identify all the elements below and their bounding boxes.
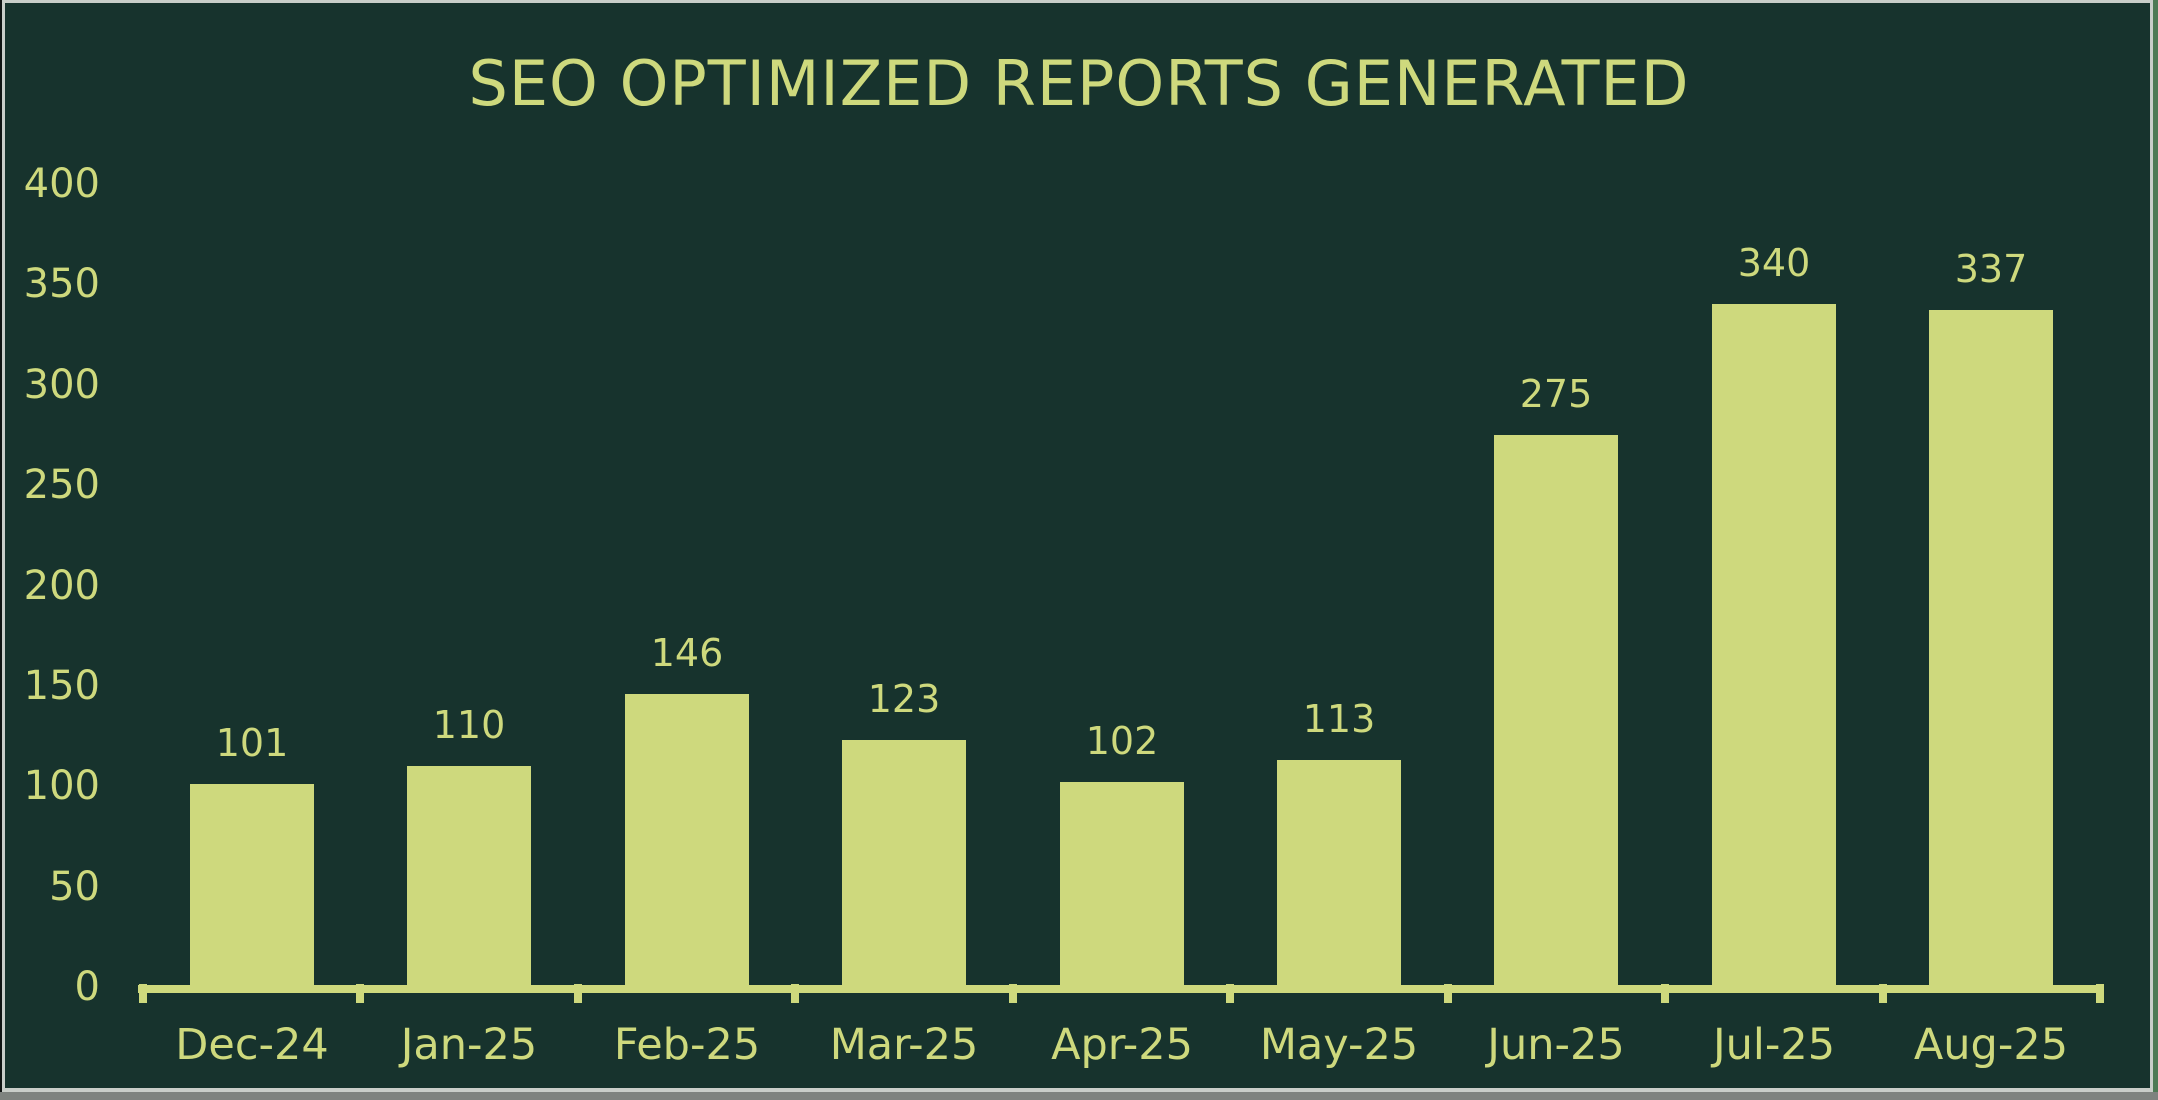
bar-value-label: 113 xyxy=(1302,697,1376,741)
x-axis-tick xyxy=(1226,984,1234,1003)
y-tick-label: 0 xyxy=(74,964,100,1010)
x-axis-tick xyxy=(139,984,147,1003)
bar xyxy=(1060,782,1184,987)
x-tick-label: Mar-25 xyxy=(829,1020,979,1070)
bar xyxy=(1277,760,1401,987)
bar-value-label: 146 xyxy=(650,631,724,675)
y-tick-label: 400 xyxy=(23,161,100,207)
bar xyxy=(407,766,531,987)
x-tick-label: May-25 xyxy=(1259,1020,1419,1070)
x-tick-label: Dec-24 xyxy=(175,1020,329,1070)
left-edge-sliver xyxy=(0,0,2,1100)
x-tick-label: Jul-25 xyxy=(1712,1020,1836,1070)
x-axis-tick xyxy=(1879,984,1887,1003)
y-tick-label: 100 xyxy=(23,763,100,809)
bar-value-label: 123 xyxy=(867,677,941,721)
bar xyxy=(190,784,314,987)
bar-value-label: 101 xyxy=(215,721,289,765)
bar xyxy=(625,694,749,987)
x-axis-tick xyxy=(1009,984,1017,1003)
x-axis-tick xyxy=(791,984,799,1003)
x-axis-tick xyxy=(2096,984,2104,1003)
y-tick-label: 150 xyxy=(23,663,100,709)
x-axis-tick xyxy=(356,984,364,1003)
x-axis-tick xyxy=(1444,984,1452,1003)
chart-title: SEO OPTIMIZED REPORTS GENERATED xyxy=(468,47,1690,120)
bar xyxy=(842,740,966,987)
x-axis-tick xyxy=(1661,984,1669,1003)
x-tick-label: Aug-25 xyxy=(1913,1020,2069,1070)
y-tick-label: 300 xyxy=(23,362,100,408)
bar xyxy=(1712,304,1836,987)
x-tick-label: Feb-25 xyxy=(613,1020,761,1070)
bar-value-label: 337 xyxy=(1954,247,2028,291)
x-tick-label: Jan-25 xyxy=(400,1020,538,1070)
bar xyxy=(1929,310,2053,987)
x-axis-line xyxy=(138,985,2104,993)
y-tick-label: 200 xyxy=(23,563,100,609)
y-tick-label: 50 xyxy=(49,864,100,910)
bar-value-label: 275 xyxy=(1519,372,1593,416)
bar-value-label: 110 xyxy=(432,703,506,747)
y-tick-label: 350 xyxy=(23,261,100,307)
x-tick-label: Apr-25 xyxy=(1051,1020,1193,1070)
x-axis-tick xyxy=(574,984,582,1003)
bottom-edge-sliver xyxy=(0,1092,2158,1100)
x-tick-label: Jun-25 xyxy=(1487,1020,1625,1070)
bar-value-label: 340 xyxy=(1737,241,1811,285)
bar-value-label: 102 xyxy=(1085,719,1159,763)
bar xyxy=(1494,435,1618,987)
y-tick-label: 250 xyxy=(23,462,100,508)
